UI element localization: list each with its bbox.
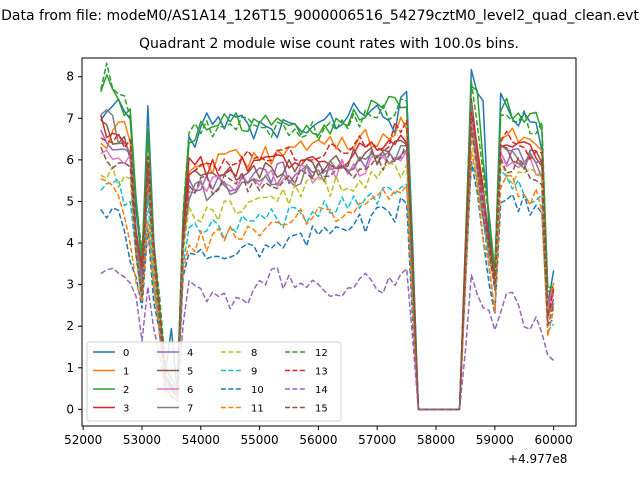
x-tick-label: 56000	[299, 433, 337, 447]
legend-label: 3	[123, 404, 129, 415]
legend-label: 8	[251, 348, 257, 359]
legend-label: 2	[123, 385, 129, 396]
chart-title: Quadrant 2 module wise count rates with …	[139, 36, 519, 52]
legend-label: 11	[251, 404, 264, 415]
legend-label: 12	[315, 348, 328, 359]
x-tick-label: 52000	[64, 433, 102, 447]
y-axis: 0 1 2 3 4 5 6 7 8	[66, 70, 82, 416]
y-tick-label: 5	[66, 194, 74, 208]
series-line-10	[100, 161, 555, 411]
y-tick-label: 2	[66, 319, 74, 333]
x-axis-offset-label: +4.977e8	[508, 452, 568, 466]
x-tick-label: 53000	[123, 433, 161, 447]
legend-label: 1	[123, 367, 129, 378]
x-axis: 52000 53000 54000 55000 56000 57000 58000 59000…	[64, 426, 573, 447]
legend-box	[86, 341, 342, 422]
legend-label: 10	[251, 385, 264, 396]
x-tick-label: 59000	[476, 433, 514, 447]
legend-label: 7	[187, 404, 193, 415]
legend-label: 5	[187, 367, 193, 378]
y-tick-label: 6	[66, 153, 74, 167]
x-tick-label: 55000	[241, 433, 279, 447]
series-line-12	[100, 62, 554, 411]
legend-label: 15	[315, 404, 328, 415]
figure-suptitle: Data from file: modeM0/AS1A14_126T15_900…	[1, 8, 639, 24]
y-tick-label: 1	[66, 361, 74, 375]
y-tick-label: 3	[66, 278, 74, 292]
y-tick-label: 0	[66, 402, 74, 416]
legend-label: 9	[251, 367, 257, 378]
x-tick-label: 60000	[535, 433, 573, 447]
y-tick-label: 4	[66, 236, 74, 250]
series-line-15	[100, 126, 555, 411]
legend-label: 14	[315, 385, 328, 396]
y-tick-label: 8	[66, 70, 74, 84]
x-tick-label: 58000	[417, 433, 455, 447]
x-tick-label: 54000	[182, 433, 220, 447]
plot-frame	[81, 57, 577, 427]
legend-label: 0	[123, 348, 129, 359]
legend-label: 4	[187, 348, 193, 359]
legend-label: 6	[187, 385, 193, 396]
legend-label: 13	[315, 367, 328, 378]
x-tick-label: 57000	[358, 433, 396, 447]
y-tick-label: 7	[66, 111, 74, 125]
